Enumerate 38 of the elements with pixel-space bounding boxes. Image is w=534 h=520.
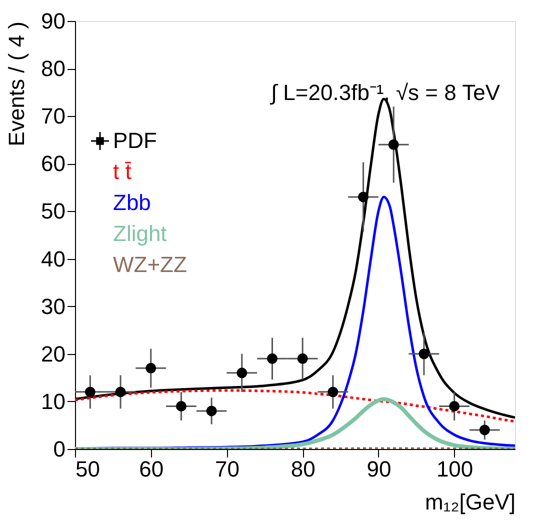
x-tick-label: 50 xyxy=(76,456,100,482)
x-tick-label: 90 xyxy=(366,456,392,482)
point xyxy=(449,400,460,412)
text: t t̄ xyxy=(113,159,132,184)
text: Zbb xyxy=(113,190,151,215)
point xyxy=(297,353,308,364)
point xyxy=(266,353,278,364)
point xyxy=(206,406,217,416)
x-tick-label: 60 xyxy=(139,456,164,482)
y-axis-title: Events / ( 4 ) xyxy=(4,22,30,146)
text: WZ+ZZ xyxy=(113,252,187,277)
point xyxy=(328,386,338,398)
point xyxy=(115,386,126,398)
point xyxy=(84,386,96,398)
point xyxy=(479,424,490,436)
y-tick-label: 0 xyxy=(53,436,66,462)
y-tick-label: 10 xyxy=(41,388,66,414)
text: Zlight xyxy=(113,221,167,246)
y-tick-label: 40 xyxy=(41,246,66,272)
y-tick-label: 90 xyxy=(41,8,66,34)
y-tick-label: 20 xyxy=(41,341,66,366)
point xyxy=(388,139,399,150)
point xyxy=(176,400,186,412)
point xyxy=(418,348,430,360)
y-tick-label: 70 xyxy=(41,104,66,129)
point xyxy=(146,362,156,374)
x-axis-title: m₁₂[GeV] xyxy=(424,490,516,514)
annotation: ∫ L=20.3fb⁻¹, √s = 8 TeV xyxy=(269,80,500,105)
x-tick-label: 80 xyxy=(290,456,316,482)
y-tick-label: 30 xyxy=(41,294,66,319)
y-tick-label: 50 xyxy=(41,198,66,224)
y-tick-label: 80 xyxy=(41,56,66,82)
x-tick-label: 100 xyxy=(436,456,474,482)
legend-label: PDF xyxy=(113,128,157,153)
point xyxy=(236,368,248,378)
x-tick-label: 70 xyxy=(214,456,240,482)
y-tick-label: 60 xyxy=(41,151,66,176)
point xyxy=(358,192,369,202)
